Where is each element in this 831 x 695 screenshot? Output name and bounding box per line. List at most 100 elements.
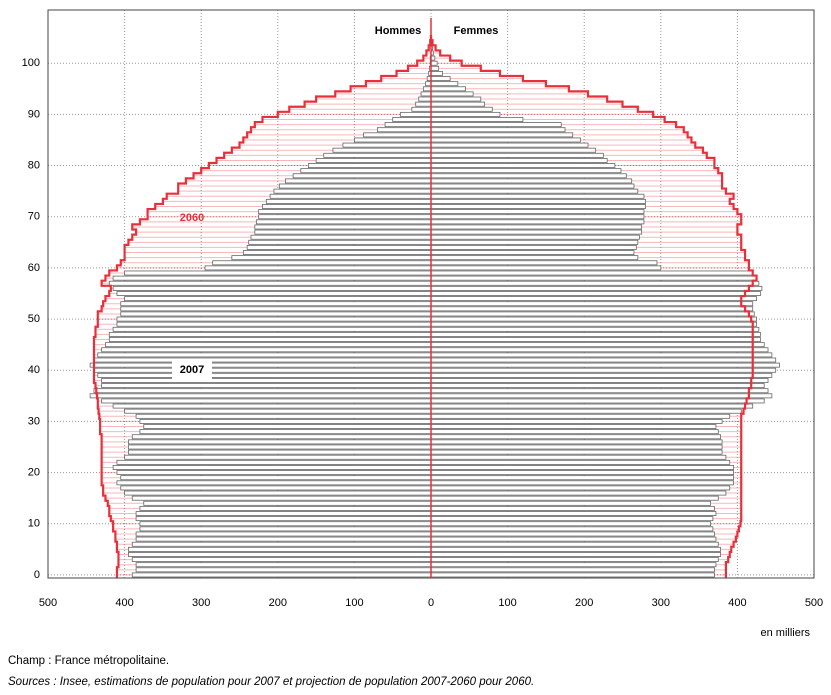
- bar-2007: [430, 291, 761, 296]
- bar-2007: [415, 101, 432, 107]
- bar-2007: [120, 311, 432, 317]
- bar-2007: [384, 122, 432, 128]
- bar-2007: [430, 378, 769, 383]
- bar-2007: [430, 250, 635, 255]
- bar-2007: [108, 337, 432, 342]
- bar-2007: [430, 567, 715, 573]
- bar-2007: [108, 280, 432, 286]
- bar-2007: [323, 152, 432, 158]
- bar-2007: [430, 198, 646, 204]
- y-tick-label: 50: [28, 313, 40, 325]
- bar-2007: [430, 424, 717, 429]
- bar-2007: [105, 342, 432, 348]
- bar-2007: [124, 454, 432, 460]
- bar-2007: [112, 285, 432, 291]
- bar-2007: [430, 209, 645, 215]
- bar-2007: [131, 434, 432, 440]
- bar-2007: [430, 244, 637, 250]
- bar-2007: [135, 511, 432, 516]
- bar-2007: [430, 459, 731, 465]
- bar-2007: [430, 352, 773, 358]
- bar-2007: [430, 106, 493, 112]
- bar-2007: [376, 127, 432, 133]
- bar-2007: [135, 413, 432, 419]
- bar-2007: [430, 408, 742, 414]
- x-tick-label: 0: [428, 597, 434, 609]
- x-tick-label: 500: [39, 597, 57, 609]
- bar-2007: [430, 147, 597, 153]
- bar-2007: [430, 505, 715, 511]
- bar-2007: [139, 526, 432, 532]
- outline-2060: [429, 35, 758, 578]
- bar-2007: [430, 429, 719, 435]
- x-tick-label: 200: [269, 597, 287, 609]
- bar-2007: [430, 111, 501, 117]
- bar-2007: [430, 219, 645, 225]
- bar-2007: [342, 142, 432, 148]
- bar-2007: [430, 326, 760, 332]
- bar-2007: [430, 434, 721, 440]
- bar-2007: [430, 357, 777, 363]
- y-tick-label: 30: [28, 415, 40, 427]
- bar-2007: [278, 183, 432, 189]
- bar-2007: [430, 132, 574, 138]
- bar-2007: [430, 403, 754, 409]
- bar-2007: [430, 60, 438, 66]
- bar-2007: [101, 398, 432, 404]
- y-tick-label: 40: [28, 364, 40, 376]
- bar-2007: [430, 229, 643, 235]
- bar-2007: [363, 132, 432, 138]
- bar-2007: [430, 81, 459, 87]
- bar-2007: [135, 567, 432, 573]
- bar-2007: [430, 183, 635, 189]
- bar-2007: [430, 557, 719, 563]
- bar-2007: [204, 265, 432, 271]
- bar-2007: [430, 239, 639, 245]
- bar-2007: [250, 234, 432, 240]
- bar-2007: [430, 188, 639, 194]
- bar-2007: [430, 398, 765, 404]
- bar-2007: [430, 137, 581, 143]
- bar-2007: [430, 470, 734, 476]
- bar-2007: [128, 444, 432, 450]
- bar-2007: [430, 321, 757, 327]
- x-tick-label: 300: [192, 597, 210, 609]
- bar-2007: [430, 480, 734, 486]
- y-tick-label: 20: [28, 466, 40, 478]
- bar-2007: [139, 521, 432, 527]
- bar-2007: [430, 418, 723, 424]
- bar-2007: [430, 465, 734, 470]
- bar-2007: [430, 265, 662, 271]
- y-tick-label: 80: [28, 159, 40, 171]
- bar-2007: [430, 485, 731, 491]
- y-tick-label: 60: [28, 262, 40, 274]
- side-label: Hommes: [375, 25, 421, 37]
- bar-2007: [430, 193, 645, 199]
- bar-2007: [273, 188, 432, 194]
- bar-2007: [116, 470, 432, 476]
- bar-2007: [430, 301, 754, 307]
- bar-2007: [269, 193, 432, 199]
- bar-2007: [430, 122, 562, 128]
- bar-2007: [120, 306, 432, 312]
- bar-2007: [430, 562, 717, 568]
- bar-2007: [430, 362, 780, 368]
- bar-2007: [116, 480, 432, 486]
- bar-2007: [430, 157, 608, 163]
- bar-2007: [139, 418, 432, 424]
- bar-2007: [97, 372, 432, 378]
- bar-2007: [430, 234, 640, 240]
- bar-2007: [430, 475, 734, 481]
- bar-2007: [131, 495, 432, 501]
- bar-2007: [143, 424, 432, 429]
- bar-2007: [430, 275, 757, 281]
- x-tick-label: 500: [805, 597, 823, 609]
- bar-2007: [430, 91, 474, 97]
- bar-2007: [430, 449, 723, 455]
- bar-2007: [124, 296, 432, 302]
- bar-2007: [430, 347, 769, 353]
- bar-2007: [97, 352, 432, 358]
- bar-2007: [430, 500, 711, 506]
- bar-2007: [430, 71, 443, 76]
- x-tick-label: 100: [345, 597, 363, 609]
